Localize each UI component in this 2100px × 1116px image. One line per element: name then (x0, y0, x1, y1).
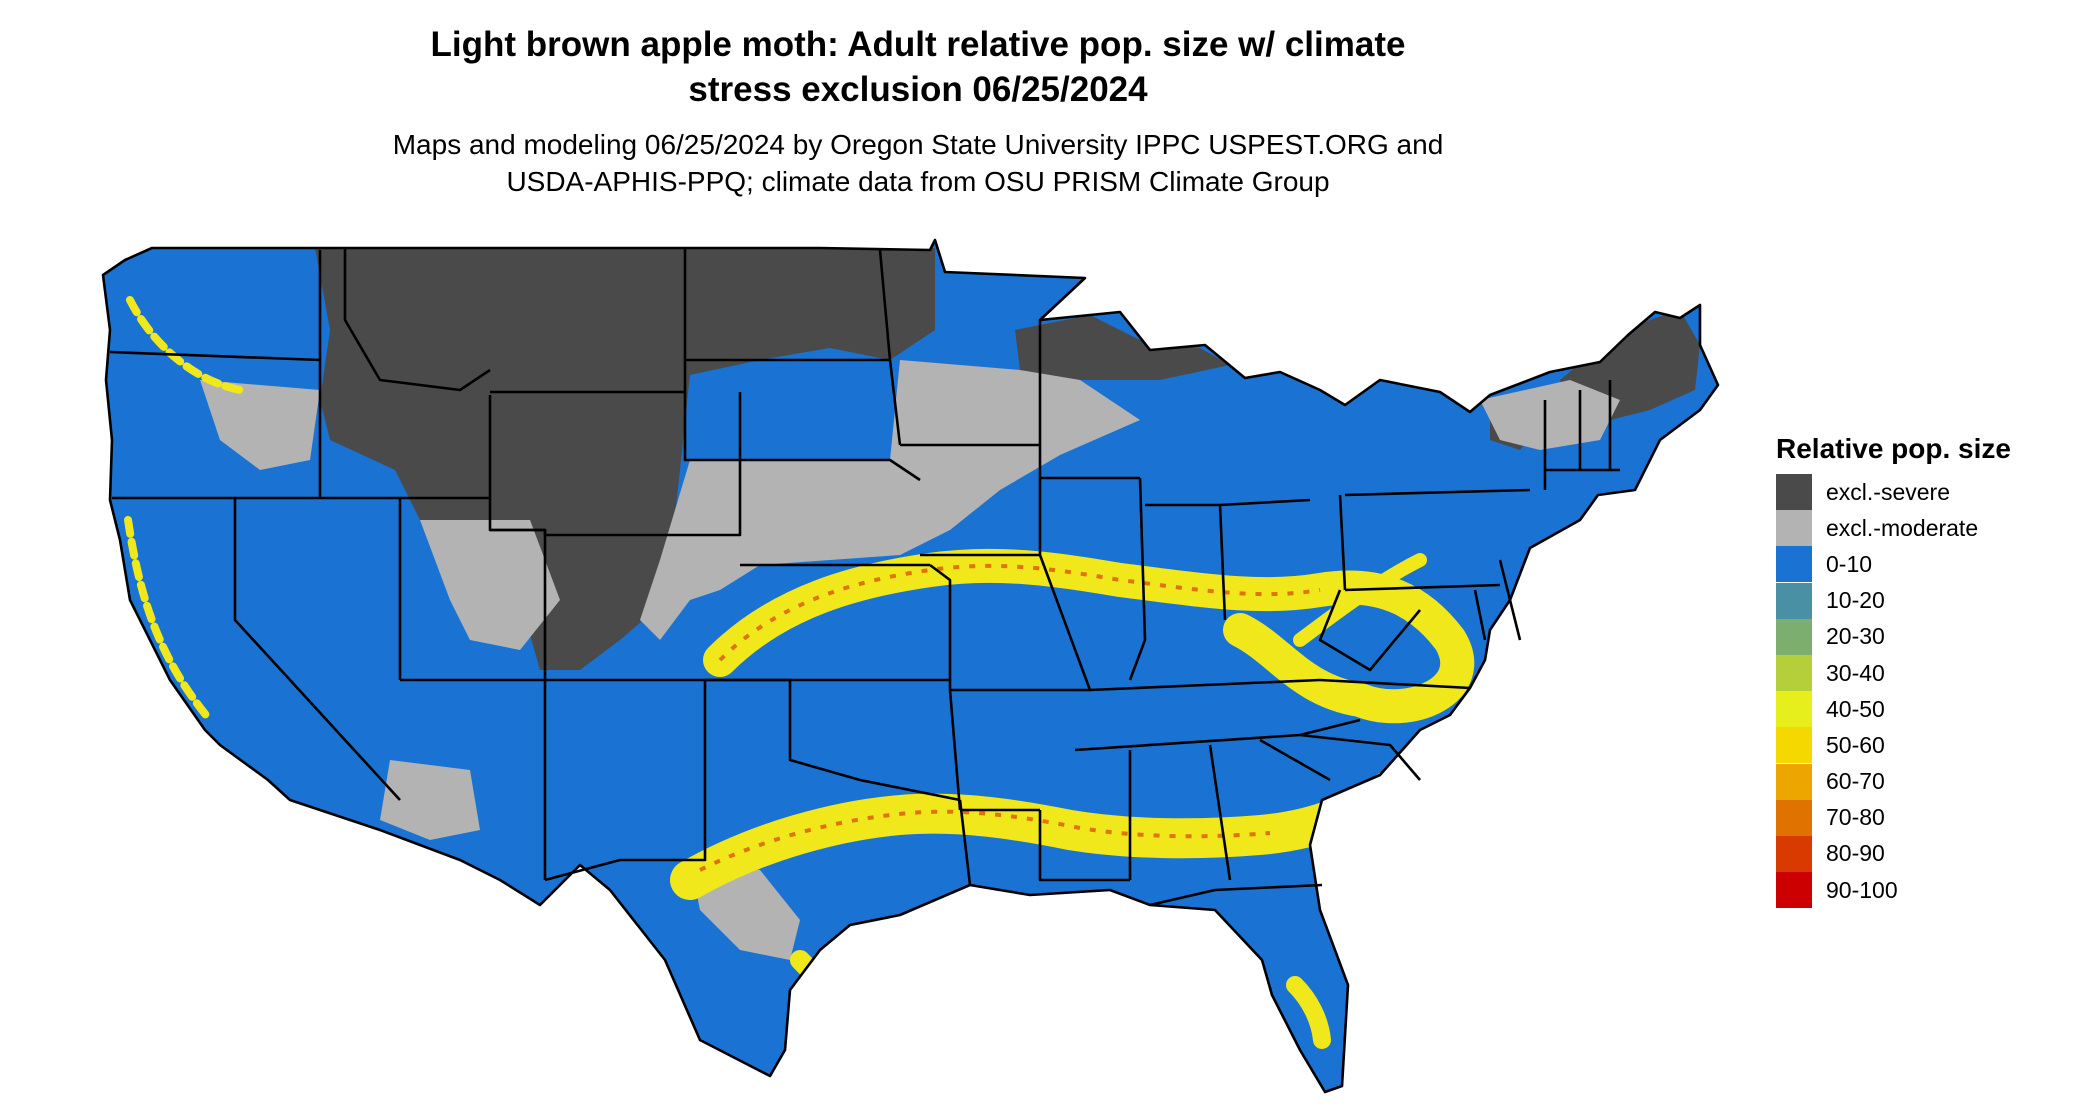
legend-label: excl.-severe (1826, 478, 1950, 505)
moderate-zone-great-basin (420, 520, 560, 650)
moderate-zone-southwest (380, 760, 480, 840)
legend-item: excl.-moderate (1776, 510, 2011, 547)
border-ga-fl (1149, 883, 1323, 907)
band-central (703, 548, 1475, 724)
legend-item: 60-70 (1776, 763, 2011, 800)
moderate-zone-west (200, 380, 320, 470)
legend-swatch (1776, 691, 1812, 728)
legend-label: 30-40 (1826, 659, 1885, 686)
map-subtitle: Maps and modeling 06/25/2024 by Oregon S… (0, 126, 1836, 200)
border-oh-pa (1338, 494, 1347, 591)
legend-item: excl.-severe (1776, 474, 2011, 511)
legend-item: 80-90 (1776, 835, 2011, 872)
border-wa-or (109, 350, 321, 362)
border-va-nc (1319, 678, 1471, 690)
legend-swatch (1776, 872, 1812, 909)
state-borders (101, 238, 1720, 1094)
legend-swatch (1776, 655, 1812, 692)
legend-label: 70-80 (1826, 804, 1885, 831)
border-de-md (1473, 589, 1487, 641)
legend-label: 90-100 (1826, 876, 1898, 903)
legend-label: excl.-moderate (1826, 514, 1979, 541)
border-nm-tx (544, 680, 707, 882)
us-outline (101, 238, 1720, 1094)
legend-swatch (1776, 727, 1812, 764)
legend-item: 30-40 (1776, 655, 2011, 692)
legend-swatch (1776, 546, 1812, 583)
legend: Relative pop. size excl.-severe excl.-mod… (1776, 432, 2011, 909)
map-title-line-1: Light brown apple moth: Adult relative p… (430, 25, 1406, 64)
border-mi-oh (1219, 498, 1311, 507)
border-il-in (1128, 477, 1147, 681)
legend-swatch (1776, 763, 1812, 800)
legend-label: 40-50 (1826, 695, 1885, 722)
border-al-ga (1208, 744, 1232, 881)
border-pa-ny (1344, 488, 1531, 497)
border-nj (1498, 559, 1522, 641)
legend-item: 20-30 (1776, 618, 2011, 655)
legend-swatch (1776, 474, 1812, 511)
band-south-core (699, 809, 1271, 872)
band-west-oregon (126, 296, 244, 394)
moderate-zone-northeast (1480, 380, 1620, 450)
legend-item: 0-10 (1776, 546, 2011, 583)
border-wv (1318, 589, 1421, 672)
legend-label: 50-60 (1826, 731, 1885, 758)
legend-swatch (1776, 618, 1812, 655)
border-ga-sc (1259, 738, 1331, 782)
band-west-coast (124, 516, 214, 724)
legend-item: 40-50 (1776, 691, 2011, 728)
border-new-england (1545, 380, 1620, 472)
map-title-line-2: stress exclusion 06/25/2024 (688, 70, 1148, 109)
legend-label: 80-90 (1826, 840, 1885, 867)
legend-item: 70-80 (1776, 799, 2011, 836)
map-title: Light brown apple moth: Adult relative p… (0, 22, 1836, 112)
band-central-core (718, 563, 1321, 662)
map-subtitle-line-2: USDA-APHIS-PPQ; climate data from OSU PR… (506, 166, 1330, 197)
severe-zone-michigan (1015, 315, 1230, 380)
band-florida (1286, 976, 1331, 1049)
legend-items: excl.-severe excl.-moderate 0-10 10-20 20-30… (1776, 474, 2011, 909)
band-gulf-coast (790, 950, 870, 1060)
legend-item: 50-60 (1776, 727, 2011, 764)
band-south (670, 770, 1410, 900)
border-dakotas-mn (878, 249, 902, 446)
map-subtitle-line-1: Maps and modeling 06/25/2024 by Oregon S… (392, 129, 1444, 160)
legend-label: 20-30 (1826, 623, 1885, 650)
border-la-ms (1038, 810, 1130, 882)
border-ca-nv (233, 498, 401, 801)
band-appalachian (1293, 553, 1427, 647)
border-ks-mo (929, 563, 952, 690)
legend-swatch (1776, 582, 1812, 619)
border-sd-ne (683, 392, 921, 482)
border-ok-ar (948, 689, 962, 811)
border-ok-tx (705, 678, 961, 802)
moderate-zone-plains (640, 360, 1140, 640)
legend-label: 60-70 (1826, 768, 1885, 795)
border-tx-la (958, 799, 972, 886)
border-pa-md (1344, 583, 1501, 592)
legend-swatch (1776, 510, 1812, 547)
border-nc-sc (1299, 733, 1421, 781)
border-id-mt (343, 248, 491, 392)
legend-item: 10-20 (1776, 582, 2011, 619)
legend-swatch (1776, 835, 1812, 872)
border-wy-co (490, 392, 742, 537)
legend-swatch (1776, 799, 1812, 836)
legend-label: 10-20 (1826, 587, 1885, 614)
legend-title: Relative pop. size (1776, 433, 2011, 464)
border-ia-il (1038, 445, 1092, 691)
border-ky-tn (1089, 678, 1321, 692)
legend-item: 90-100 (1776, 872, 2011, 909)
legend-label: 0-10 (1826, 550, 1873, 577)
